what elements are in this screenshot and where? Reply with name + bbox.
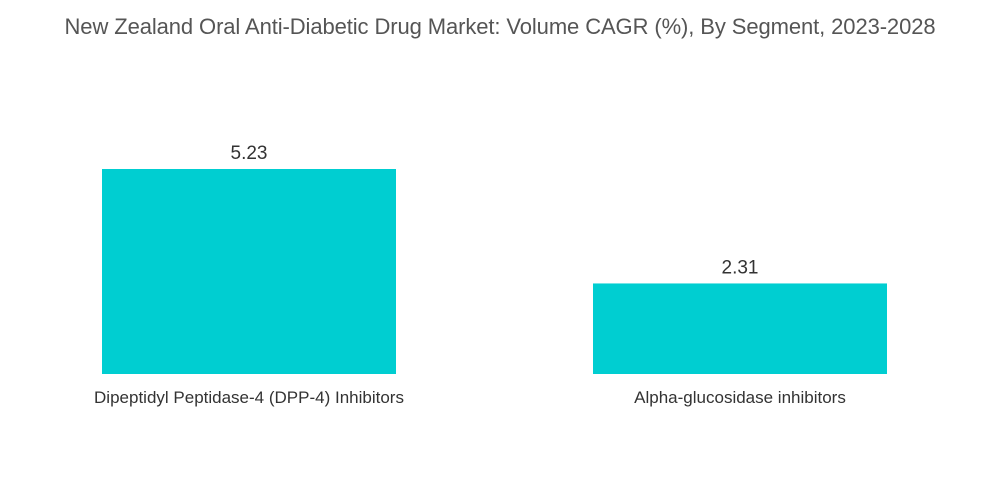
bar-2: [593, 283, 887, 374]
bar-1: [102, 169, 396, 374]
data-label-2: 2.31: [722, 257, 759, 278]
data-label-1: 5.23: [231, 143, 268, 164]
category-label-1: Dipeptidyl Peptidase-4 (DPP-4) Inhibitor…: [94, 388, 404, 407]
chart-title: New Zealand Oral Anti-Diabetic Drug Mark…: [64, 14, 936, 39]
category-label-2: Alpha-glucosidase inhibitors: [634, 388, 846, 407]
